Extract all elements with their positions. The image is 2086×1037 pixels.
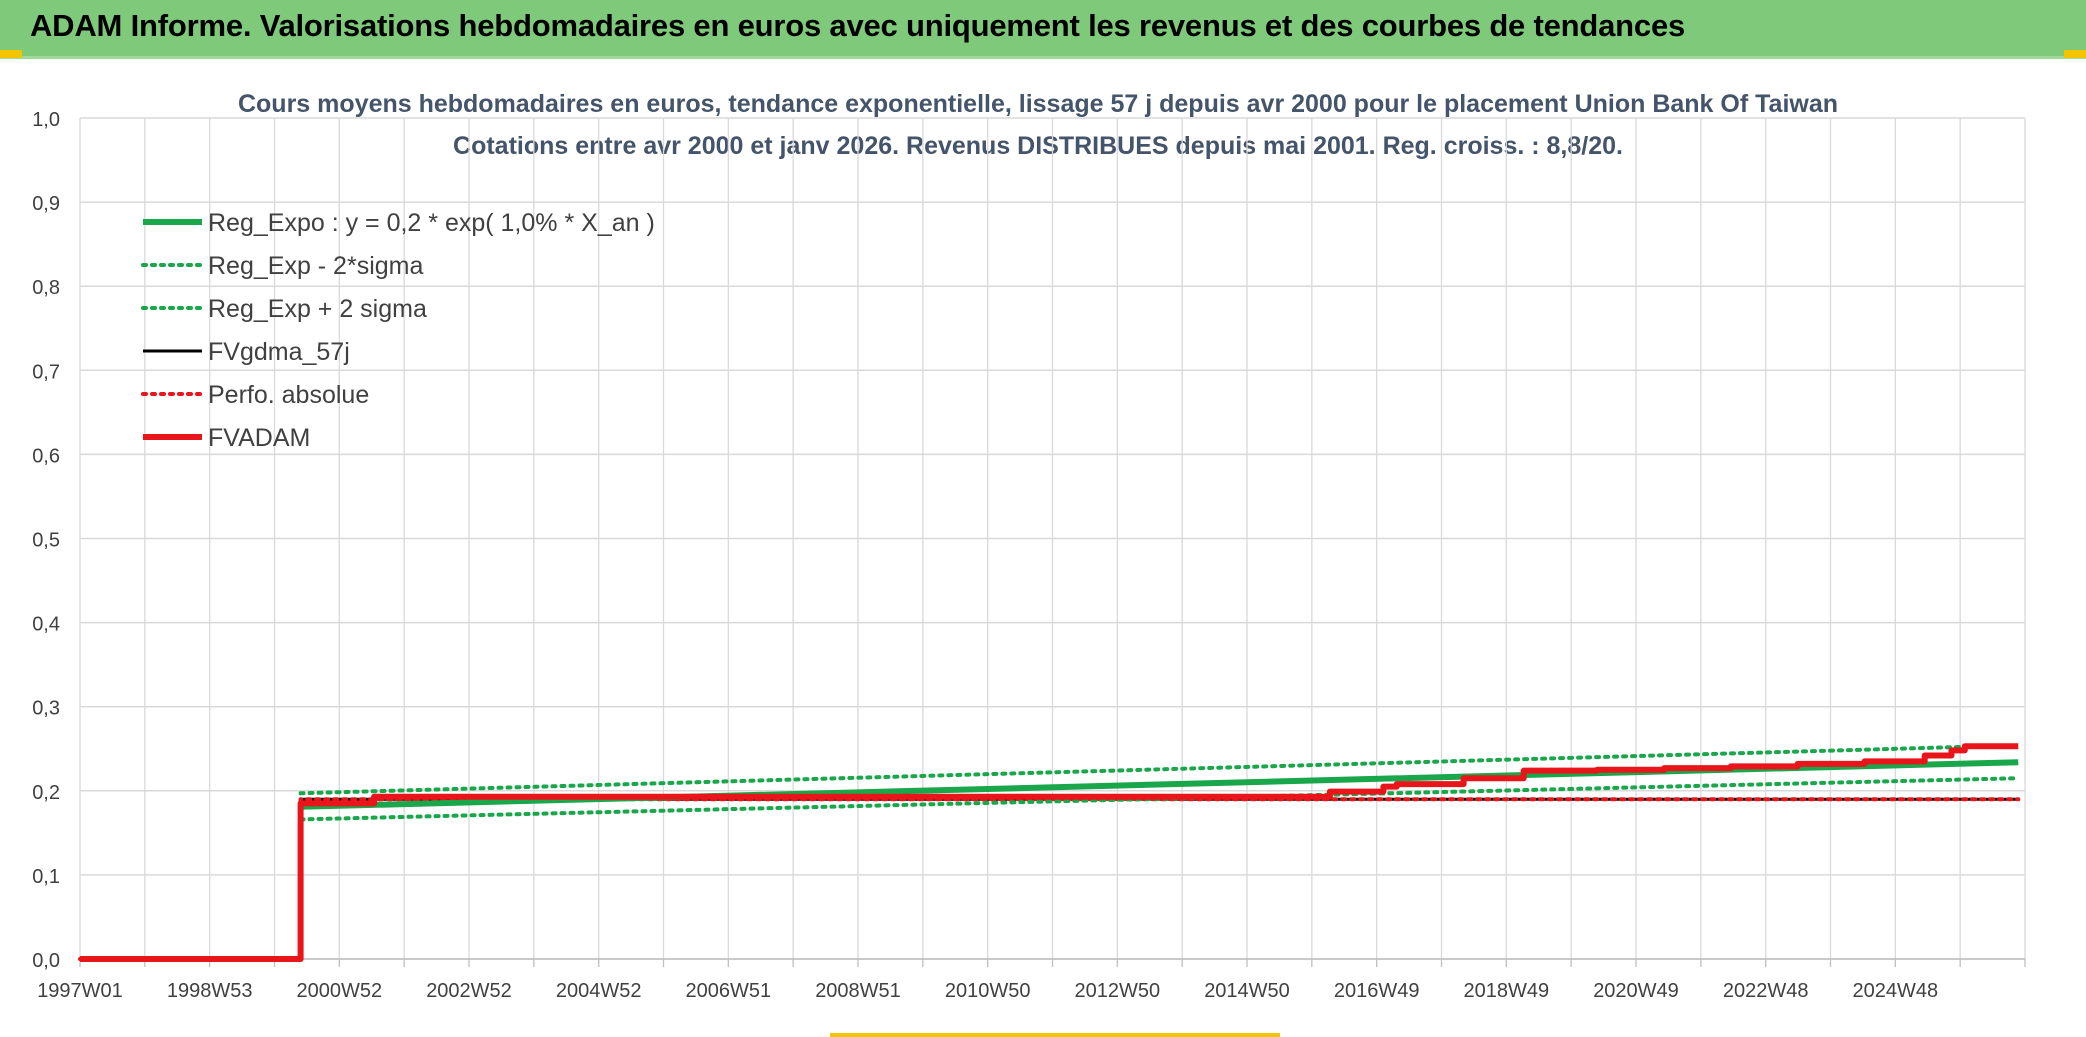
x-tick-label: 1997W01 (37, 980, 123, 1002)
x-tick-label: 2006W51 (686, 980, 772, 1002)
series-lines (78, 743, 2021, 962)
x-tick-label: 2000W52 (297, 980, 383, 1002)
y-tick-label: 0,1 (32, 866, 60, 888)
legend-label: Perfo. absolue (208, 381, 369, 409)
x-tick-label: 2024W48 (1853, 980, 1939, 1002)
corner-mark-bottom (830, 1033, 1280, 1037)
x-tick-label: 2008W51 (815, 980, 901, 1002)
series-line-4 (78, 797, 2021, 961)
corner-mark-top-left (0, 50, 22, 58)
y-tick-label: 0,8 (32, 277, 60, 299)
y-tick-label: 0,6 (32, 445, 60, 467)
y-axis-ticks: 0,0 0,1 0,2 0,3 0,4 0,5 0,6 0,7 0,8 0,9 1,0 (32, 109, 60, 972)
y-tick-label: 0,2 (32, 782, 60, 804)
chart-subtitle: Cotations entre avr 2000 et janv 2026. R… (453, 132, 1623, 160)
x-tick-label: 2010W50 (945, 980, 1031, 1002)
legend-label: FVADAM (208, 424, 310, 452)
legend-label: FVgdma_57j (208, 338, 350, 366)
x-tick-label: 2002W52 (426, 980, 512, 1002)
y-tick-label: 1,0 (32, 109, 60, 131)
x-tick-label: 2014W50 (1204, 980, 1290, 1002)
legend-label: Reg_Exp + 2 sigma (208, 295, 427, 323)
legend-label: Reg_Exp - 2*sigma (208, 252, 423, 280)
series-line-5 (80, 743, 2019, 962)
series-line-2 (298, 743, 2021, 796)
x-tick-label: 2018W49 (1464, 980, 1550, 1002)
y-tick-label: 0,0 (32, 950, 60, 972)
x-tick-label: 2022W48 (1723, 980, 1809, 1002)
y-tick-label: 0,9 (32, 193, 60, 215)
header-banner: ADAM Informe. Valorisations hebdomadaire… (0, 0, 2086, 59)
corner-mark-top-right (2064, 50, 2086, 58)
y-tick-label: 0,4 (32, 614, 60, 636)
x-tick-label: 2020W49 (1593, 980, 1679, 1002)
line-chart: Cours moyens hebdomadaires en euros, ten… (32, 90, 2026, 1002)
legend: Reg_Expo : y = 0,2 * exp( 1,0% * X_an ) R… (141, 209, 655, 452)
y-tick-label: 0,5 (32, 530, 60, 552)
chart-title: Cours moyens hebdomadaires en euros, ten… (238, 90, 1838, 118)
page-title: ADAM Informe. Valorisations hebdomadaire… (30, 8, 1686, 43)
x-tick-label: 2012W50 (1075, 980, 1161, 1002)
grid-lines (79, 117, 2026, 967)
legend-label: Reg_Expo : y = 0,2 * exp( 1,0% * X_an ) (208, 209, 655, 237)
x-axis-ticks: 1997W01 1998W53 2000W52 2002W52 2004W52 2006W… (37, 980, 1938, 1002)
x-tick-label: 2016W49 (1334, 980, 1420, 1002)
chart-area: Cours moyens hebdomadaires en euros, ten… (0, 60, 2086, 1037)
x-tick-label: 1998W53 (167, 980, 253, 1002)
y-tick-label: 0,7 (32, 361, 60, 383)
y-tick-label: 0,3 (32, 698, 60, 720)
series-line-3 (80, 797, 2019, 961)
x-tick-label: 2004W52 (556, 980, 642, 1002)
